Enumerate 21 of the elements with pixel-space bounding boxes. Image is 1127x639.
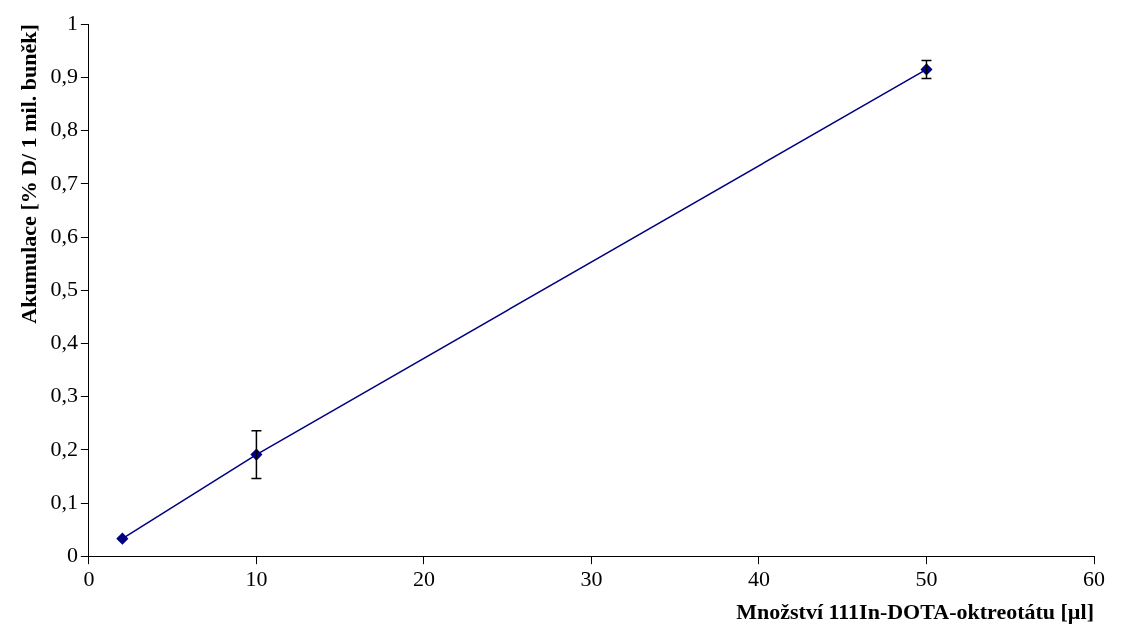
x-tick-label: 20 xyxy=(412,566,435,592)
y-tick-label: 0,8 xyxy=(50,116,78,142)
y-tick-label: 0,6 xyxy=(50,222,78,248)
x-tick-label: 0 xyxy=(83,566,95,592)
x-tick-label: 40 xyxy=(747,566,770,592)
point xyxy=(116,532,129,545)
y-tick-label: 0,2 xyxy=(50,435,78,461)
y-tick-label: 0,9 xyxy=(50,63,78,89)
x-axis-title: Množství 111In-DOTA-oktreotátu [µl] xyxy=(736,599,1094,625)
y-tick-label: 0,7 xyxy=(50,169,78,195)
y-tick-label: 0,5 xyxy=(50,275,78,301)
y-tick-label: 1 xyxy=(66,9,78,35)
y-tick-label: 0,3 xyxy=(50,382,78,408)
y-tick-label: 0,4 xyxy=(50,329,78,355)
y-tick-label: 0,1 xyxy=(50,488,78,514)
x-tick-label: 10 xyxy=(245,566,268,592)
y-tick-label: 0 xyxy=(66,541,78,567)
x-tick-label: 60 xyxy=(1083,566,1105,592)
x-tick-label: 50 xyxy=(915,566,938,592)
x-tick-label: 30 xyxy=(580,566,603,592)
y-axis-title: Akumulace [% D/ 1 mil. buněk] xyxy=(15,24,41,324)
